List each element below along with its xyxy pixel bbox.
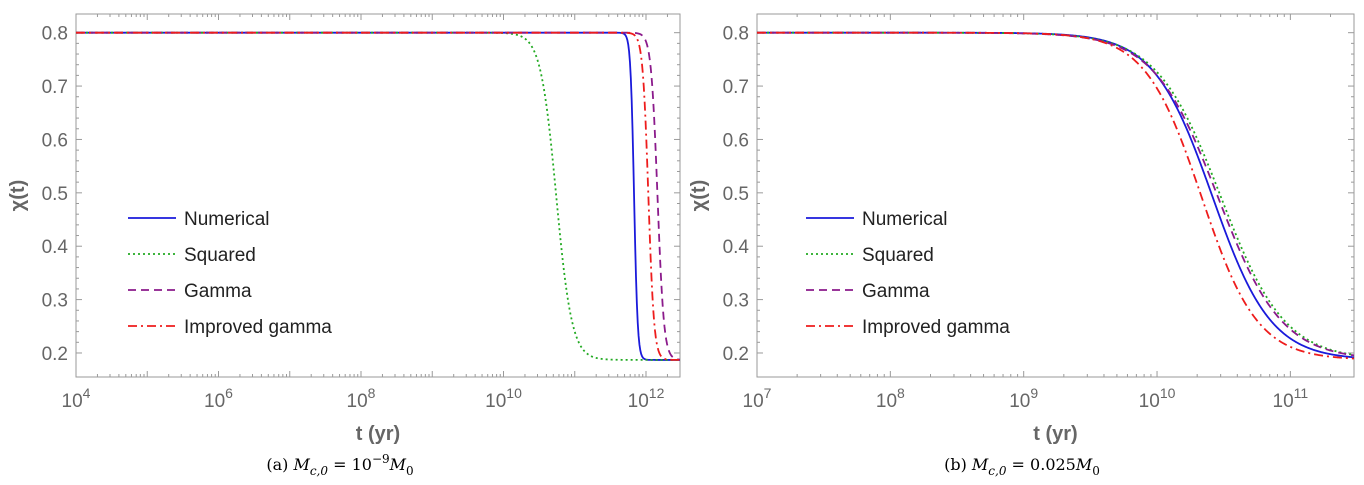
x-tick-label: 109 [1009,385,1038,412]
legend-entry: Improved gamma [184,317,332,338]
legend-entry: Gamma [862,281,930,302]
x-tick-label: 1012 [628,385,665,412]
x-tick-label: 104 [62,385,91,412]
series-line-squared [76,31,680,361]
y-tick-label: 0.8 [42,24,68,45]
y-tick-label: 0.5 [723,184,749,205]
series-line-squared [757,31,1354,356]
x-tick-label: 1010 [485,385,522,412]
x-tick-label: 108 [876,385,905,412]
legend-entry: Numerical [862,209,948,230]
x-tick-label: 1011 [1273,385,1309,412]
y-tick-label: 0.2 [723,344,749,365]
panel-b-caption: (b) Mc,0 = 0.025M0 [944,455,1100,478]
y-tick-label: 0.7 [723,77,749,98]
y-tick-label: 0.4 [723,237,750,258]
panel-b-chart: 0.2 0.3 0.4 0.5 0.6 0.7 0.8 107 108 109 1010 1011 t … [688,13,1355,445]
series-line-gamma [76,31,680,361]
series-line-numerical [757,31,1354,359]
y-axis-label: χ(t) [7,180,29,212]
plot-frame [756,13,1355,378]
y-tick-label: 0.3 [723,291,749,312]
legend-entry: Numerical [184,209,270,230]
y-tick-label: 0.4 [42,237,69,258]
series-line-improved-gamma [757,31,1354,360]
legend-entry: Squared [862,245,934,266]
x-tick-label: 107 [743,385,772,412]
panel-a-caption: (a) Mc,0 = 10−9M0 [266,452,413,478]
panel-a-chart: 0.2 0.3 0.4 0.5 0.6 0.7 0.8 104 106 108 1010 1012 t … [7,13,681,445]
series-line-numerical [76,31,680,361]
legend-entry: Squared [184,245,256,266]
y-axis-label: χ(t) [688,180,710,212]
y-tick-label: 0.2 [42,344,68,365]
plot-frame [75,13,681,378]
series-line-improved-gamma [76,31,680,361]
y-tick-label: 0.7 [42,77,68,98]
legend-entry: Gamma [184,281,252,302]
y-tick-label: 0.6 [723,130,749,151]
y-tick-label: 0.3 [42,291,68,312]
y-tick-label: 0.8 [723,24,749,45]
y-tick-label: 0.6 [42,130,68,151]
x-axis-label: t (yr) [356,423,400,445]
x-tick-label: 106 [204,385,233,412]
legend-entry: Improved gamma [862,317,1010,338]
y-tick-label: 0.5 [42,184,68,205]
series-line-gamma [757,31,1354,357]
x-axis-label: t (yr) [1033,423,1077,445]
x-tick-label: 108 [347,385,376,412]
x-tick-label: 1010 [1139,385,1176,412]
